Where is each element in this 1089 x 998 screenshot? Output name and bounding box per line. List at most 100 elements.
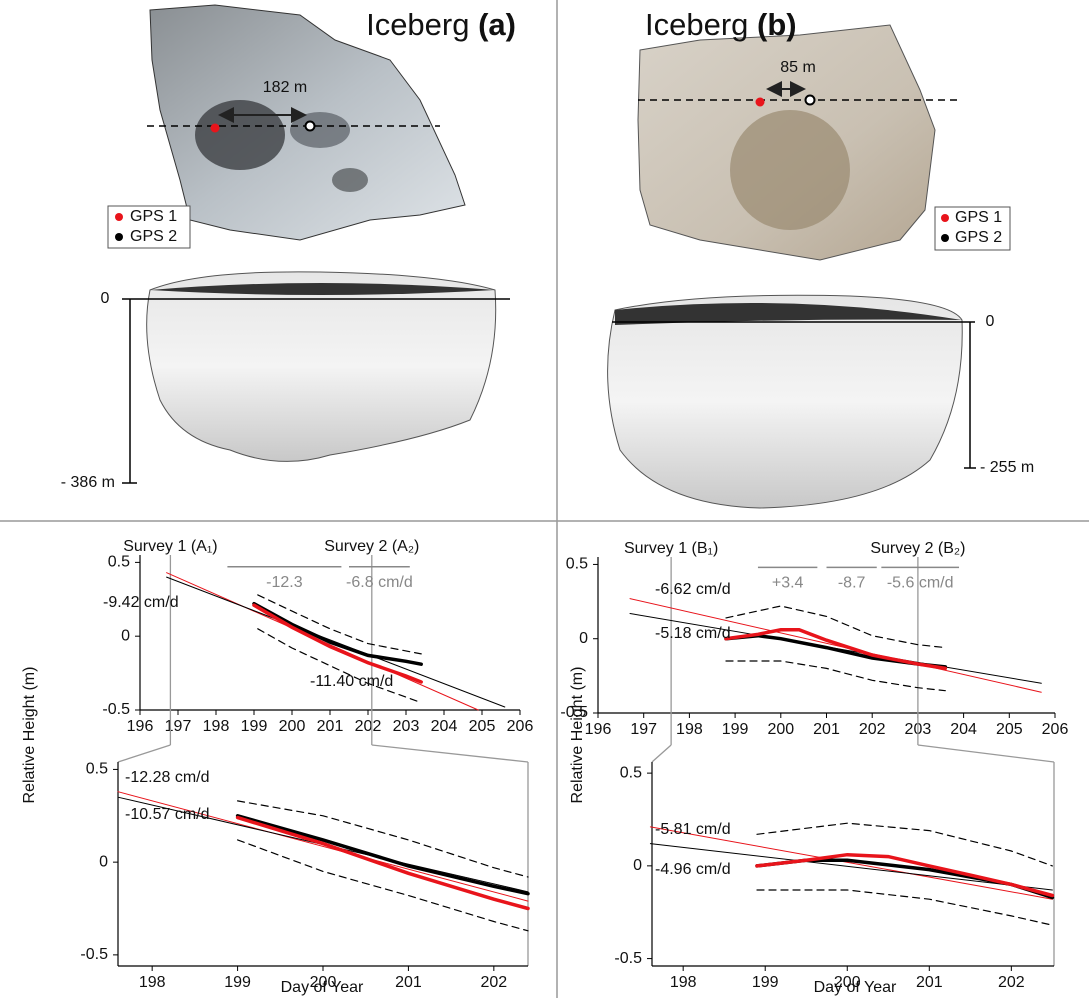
gps2-dot	[304, 120, 316, 132]
iceberg-b: 85 m Iceberg (b) GPS 1 GPS 2 0 - 255 m	[607, 7, 1034, 509]
x-tick-label: 205	[469, 718, 496, 735]
y-tick-label: 0	[633, 857, 642, 874]
y-tick-label: -0.5	[80, 946, 108, 963]
survey-label: Survey 2 (A₂)	[324, 538, 419, 555]
x-tick-label: 204	[950, 721, 977, 738]
x-tick-label: 197	[165, 718, 192, 735]
series-line	[237, 839, 529, 932]
underwater-model	[607, 294, 963, 509]
dark-patch	[730, 110, 850, 230]
series-line	[166, 576, 506, 708]
annotation: -4.96 cm/d	[655, 861, 731, 878]
y-tick-label: 0.5	[566, 556, 588, 573]
x-tick-label: 202	[355, 718, 382, 735]
x-tick-label: 202	[859, 721, 886, 738]
annotation: -6.62 cm/d	[655, 581, 731, 598]
iceberg-a: 182 m Iceberg (a) GPS 1 GPS 2 0 - 386 m	[61, 4, 516, 491]
distance-label: 85 m	[780, 59, 816, 76]
survey-label: Survey 1 (B₁)	[624, 540, 718, 557]
x-tick-label: 199	[241, 718, 268, 735]
title-tag: (b)	[757, 7, 797, 42]
y-tick-label: -0.5	[102, 701, 130, 718]
x-tick-label: 201	[395, 974, 422, 991]
series-line	[235, 815, 530, 911]
model-top	[615, 302, 962, 325]
x-tick-label: 198	[670, 974, 697, 991]
x-tick-label: 200	[834, 974, 861, 991]
survey-label: Survey 2 (B₂)	[870, 540, 965, 557]
depth-label: - 255 m	[980, 459, 1034, 476]
x-tick-label: 196	[127, 718, 154, 735]
series-line	[755, 852, 1055, 898]
x-tick-label: 200	[310, 974, 337, 991]
legend-box	[934, 206, 1011, 251]
series-line	[649, 843, 1053, 891]
annotation: -11.40 cm/d	[310, 673, 393, 690]
series-line	[725, 660, 946, 692]
y-tick-label: 0.5	[620, 764, 642, 781]
survey-label: Survey 1 (A₁)	[123, 538, 217, 555]
x-axis-label: Day of Year	[281, 979, 364, 996]
dark-patch	[290, 112, 350, 148]
gps1-dot	[755, 97, 765, 107]
y-tick-label: -0.5	[614, 950, 642, 967]
legend-label: GPS 1	[955, 209, 1002, 226]
x-tick-label: 202	[480, 974, 507, 991]
series-line	[755, 858, 1055, 900]
y-tick-label: -0.5	[560, 704, 588, 721]
zoom-connector	[917, 744, 1055, 763]
legend-label: GPS 2	[130, 228, 177, 245]
series-line	[252, 603, 423, 684]
annotation: -5.18 cm/d	[655, 625, 731, 642]
annotation: -5.81 cm/d	[655, 821, 731, 838]
x-tick-label: 200	[279, 718, 306, 735]
rate-label: -5.6 cm/d	[887, 575, 954, 592]
panel-title: Iceberg (b)	[645, 7, 797, 42]
x-tick-label: 206	[1042, 721, 1069, 738]
series-line	[756, 889, 1053, 926]
annotation: -9.42 cm/d	[103, 594, 179, 611]
rate-label: -6.8 cm/d	[346, 574, 413, 591]
legend-marker	[941, 234, 949, 242]
panel-title: Iceberg (a)	[366, 7, 516, 42]
title-tag: (a)	[478, 7, 516, 42]
model-top	[150, 283, 495, 295]
dark-patch	[195, 100, 285, 170]
legend-marker	[941, 214, 949, 222]
rate-label: +3.4	[772, 575, 804, 592]
zoom-connector	[371, 744, 529, 763]
legend-marker	[115, 233, 123, 241]
legend-label: GPS 2	[955, 229, 1002, 246]
gps2-dot	[804, 94, 816, 106]
x-tick-label: 196	[585, 721, 612, 738]
series-line	[237, 800, 529, 878]
dark-patch	[332, 168, 368, 192]
series-line	[257, 594, 422, 655]
annotation: -10.57 cm/d	[125, 806, 209, 823]
series-line	[629, 598, 1042, 693]
y-tick-label: 0	[579, 630, 588, 647]
y-tick-label: 0	[99, 853, 108, 870]
series-line	[724, 628, 948, 671]
y-tick-label: 0.5	[108, 554, 130, 571]
title-name: Iceberg	[645, 7, 748, 42]
annotation: -12.28 cm/d	[125, 769, 209, 786]
zoom-connector	[651, 744, 672, 763]
x-tick-label: 199	[224, 974, 251, 991]
title-name: Iceberg	[366, 7, 469, 42]
x-tick-label: 201	[916, 974, 943, 991]
x-tick-label: 199	[722, 721, 749, 738]
series-line	[257, 628, 422, 704]
y-axis-label: Relative Height (m)	[21, 667, 38, 804]
series-line	[756, 822, 1053, 867]
legend-label: GPS 1	[130, 208, 177, 225]
depth-label: - 386 m	[61, 474, 115, 491]
series-line	[649, 826, 1053, 900]
legend-box	[107, 205, 191, 249]
y-tick-label: 0	[121, 627, 130, 644]
x-tick-label: 204	[431, 718, 458, 735]
x-tick-label: 202	[998, 974, 1025, 991]
gps1-dot	[210, 123, 220, 133]
x-axis-label: Day of Year	[814, 979, 897, 996]
